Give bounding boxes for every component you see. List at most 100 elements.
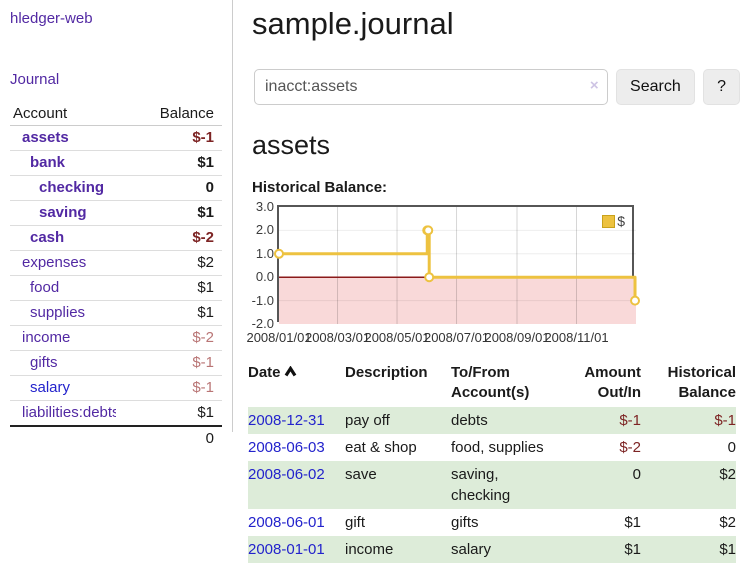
main-content: sample.journal × Search ? assets Histori…	[246, 0, 740, 563]
accounts-total-row: 0	[10, 426, 222, 451]
balance-chart: $ 3.0 2.0 1.0 0.0 -1.0 -2.0 2008/01/01 2008/03/…	[246, 199, 740, 347]
account-balance: $-1	[192, 354, 214, 371]
register-header-date[interactable]: Date	[248, 363, 345, 407]
account-balance: $-1	[192, 129, 214, 146]
transaction-date-link[interactable]: 2008-01-01	[248, 541, 325, 558]
page-title: sample.journal	[252, 6, 454, 41]
table-row: food $1	[10, 276, 222, 301]
transaction-date-link[interactable]: 2008-06-01	[248, 514, 325, 531]
sidebar-item-bank[interactable]: bank	[30, 154, 66, 171]
table-row: expenses $2	[10, 251, 222, 276]
sidebar-item-liabilities-debts[interactable]: liabilities:debts	[22, 404, 116, 421]
search-form: × Search ?	[254, 69, 740, 105]
account-balance: $1	[197, 279, 214, 296]
transaction-description: pay off	[345, 412, 390, 429]
sidebar-item-income[interactable]: income	[22, 329, 71, 346]
x-axis-tick-label: 2008/05/01	[364, 330, 430, 345]
sidebar-item-journal[interactable]: Journal	[10, 71, 60, 88]
accounts-table: Account Balance assets $-1 bank $1 check…	[10, 105, 222, 451]
transaction-accounts: food, supplies	[451, 439, 544, 456]
register-header-amount[interactable]: Amount Out/In	[584, 364, 641, 401]
transaction-accounts: debts	[451, 412, 488, 429]
x-axis-tick-label: 2008/11/01	[544, 330, 609, 345]
register-header-balance[interactable]: Historical Balance	[667, 364, 736, 401]
table-row: cash $-2	[10, 226, 222, 251]
transaction-amount: $-2	[619, 439, 641, 456]
x-axis-tick-label: 2008/03/01	[304, 330, 371, 345]
legend-swatch	[602, 214, 616, 228]
transaction-amount: 0	[632, 466, 641, 483]
clear-search-icon[interactable]: ×	[589, 77, 599, 94]
chart-plot[interactable]: $	[274, 205, 641, 324]
table-row: liabilities:debts $1	[10, 401, 222, 426]
sort-ascending-icon	[284, 363, 297, 383]
chart-legend: $	[600, 212, 627, 230]
account-balance: $1	[197, 154, 214, 171]
register-header-row: Date Description To/From Account(s) Amou…	[248, 363, 736, 407]
transaction-accounts: salary	[451, 541, 492, 558]
transaction-balance: 0	[727, 439, 736, 456]
table-row: supplies $1	[10, 301, 222, 326]
transaction-date-link[interactable]: 2008-06-02	[248, 466, 325, 483]
transaction-description: gift	[345, 514, 366, 531]
y-axis-tick-label: -1.0	[251, 292, 274, 308]
transaction-date-link[interactable]: 2008-12-31	[248, 412, 325, 429]
y-axis-tick-label: 2.0	[255, 222, 274, 238]
account-balance: $-2	[192, 229, 214, 246]
transaction-amount: $-1	[619, 412, 641, 429]
y-axis-tick-label: 3.0	[255, 199, 274, 214]
transaction-balance: $2	[719, 514, 736, 531]
table-row: gifts $-1	[10, 351, 222, 376]
register-header-account[interactable]: To/From Account(s)	[451, 364, 530, 401]
transaction-accounts: gifts	[451, 514, 479, 531]
transaction-description: income	[345, 541, 394, 558]
y-axis-tick-label: 0.0	[255, 269, 274, 285]
table-row: 2008-12-31 pay off debts $-1 $-1	[248, 407, 736, 434]
sidebar-item-expenses[interactable]: expenses	[22, 254, 87, 271]
account-balance: $-1	[192, 379, 214, 396]
help-button[interactable]: ?	[703, 69, 740, 105]
sidebar-item-supplies[interactable]: supplies	[30, 304, 86, 321]
sidebar-item-cash[interactable]: cash	[30, 229, 65, 246]
register-table: Date Description To/From Account(s) Amou…	[248, 363, 736, 563]
table-row: assets $-1	[10, 126, 222, 151]
table-row: salary $-1	[10, 376, 222, 401]
table-row: 2008-06-01 gift gifts $1 $2	[248, 509, 736, 536]
transaction-date-link[interactable]: 2008-06-03	[248, 439, 325, 456]
search-input[interactable]	[254, 69, 608, 105]
transaction-balance: $-1	[714, 412, 736, 429]
table-row: 2008-06-03 eat & shop food, supplies $-2…	[248, 434, 736, 461]
sidebar-item-gifts[interactable]: gifts	[30, 354, 58, 371]
accounts-header-balance: Balance	[116, 105, 222, 126]
sidebar-item-salary[interactable]: salary	[30, 379, 71, 396]
account-balance: $-2	[192, 329, 214, 346]
x-axis-tick-label: 2008/07/01	[423, 330, 490, 345]
chart-title: Historical Balance:	[252, 179, 388, 196]
chart-canvas	[274, 207, 641, 324]
table-row: 2008-06-02 save saving, checking 0 $2	[248, 461, 736, 509]
transaction-amount: $1	[624, 541, 641, 558]
transaction-balance: $2	[719, 466, 736, 483]
sidebar-item-saving[interactable]: saving	[39, 204, 87, 221]
sidebar-item-checking[interactable]: checking	[39, 179, 105, 196]
table-row: saving $1	[10, 201, 222, 226]
sidebar-item-assets[interactable]: assets	[22, 129, 69, 146]
accounts-table-header: Account Balance	[10, 105, 222, 126]
y-axis-tick-label: -2.0	[251, 316, 274, 331]
app-brand-link[interactable]: hledger-web	[10, 10, 93, 27]
table-row: checking 0	[10, 176, 222, 201]
transaction-amount: $1	[624, 514, 641, 531]
table-row: income $-2	[10, 326, 222, 351]
accounts-header-account: Account	[10, 105, 116, 126]
sidebar-item-food[interactable]: food	[30, 279, 60, 296]
table-row: 2008-01-01 income salary $1 $1	[248, 536, 736, 563]
x-axis-tick-label: 2008/09/01	[484, 330, 550, 345]
x-axis-tick-label: 2008/01/01	[246, 330, 312, 345]
table-row: bank $1	[10, 151, 222, 176]
account-balance: $1	[197, 204, 214, 221]
account-title: assets	[252, 130, 331, 160]
sidebar: hledger-web Journal Account Balance asse…	[0, 0, 233, 447]
register-header-description[interactable]: Description	[345, 364, 428, 381]
transaction-accounts: saving, checking	[451, 466, 511, 504]
search-button[interactable]: Search	[615, 69, 696, 105]
